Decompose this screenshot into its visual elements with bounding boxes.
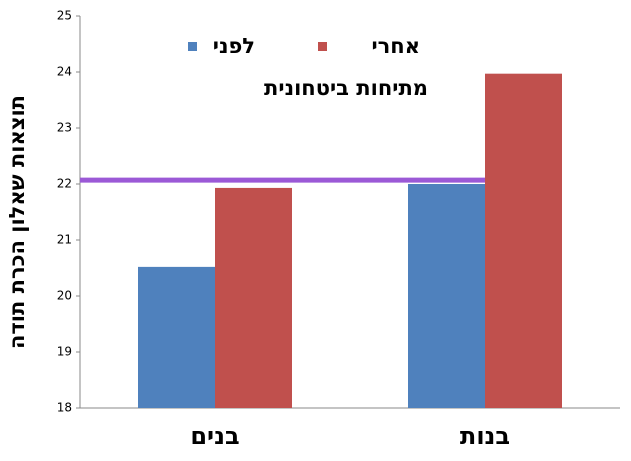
- bar: [138, 266, 215, 408]
- legend-title: מתיחות ביטחונית: [264, 76, 428, 100]
- x-tick-label: בנים: [190, 422, 239, 450]
- y-tick-label: 22: [57, 177, 72, 191]
- legend-label: אחרי: [371, 34, 420, 58]
- y-tick-label: 20: [57, 289, 72, 303]
- y-tick-label: 19: [57, 345, 72, 359]
- y-tick-label: 25: [57, 9, 72, 23]
- legend-label: לפני: [213, 34, 255, 58]
- bar: [485, 73, 562, 409]
- legend-swatch: [188, 42, 197, 51]
- bar: [215, 187, 292, 408]
- x-tick-label: בנות: [460, 422, 510, 450]
- legend-box: [170, 28, 440, 108]
- y-tick-label: 18: [57, 401, 72, 415]
- y-tick-label: 24: [57, 65, 72, 79]
- y-tick-label: 23: [57, 121, 72, 135]
- y-axis-label: תוצאות שאלון הכרת תודה: [5, 95, 29, 349]
- legend-swatch: [318, 42, 327, 51]
- y-tick-label: 21: [57, 233, 72, 247]
- bar: [408, 184, 485, 408]
